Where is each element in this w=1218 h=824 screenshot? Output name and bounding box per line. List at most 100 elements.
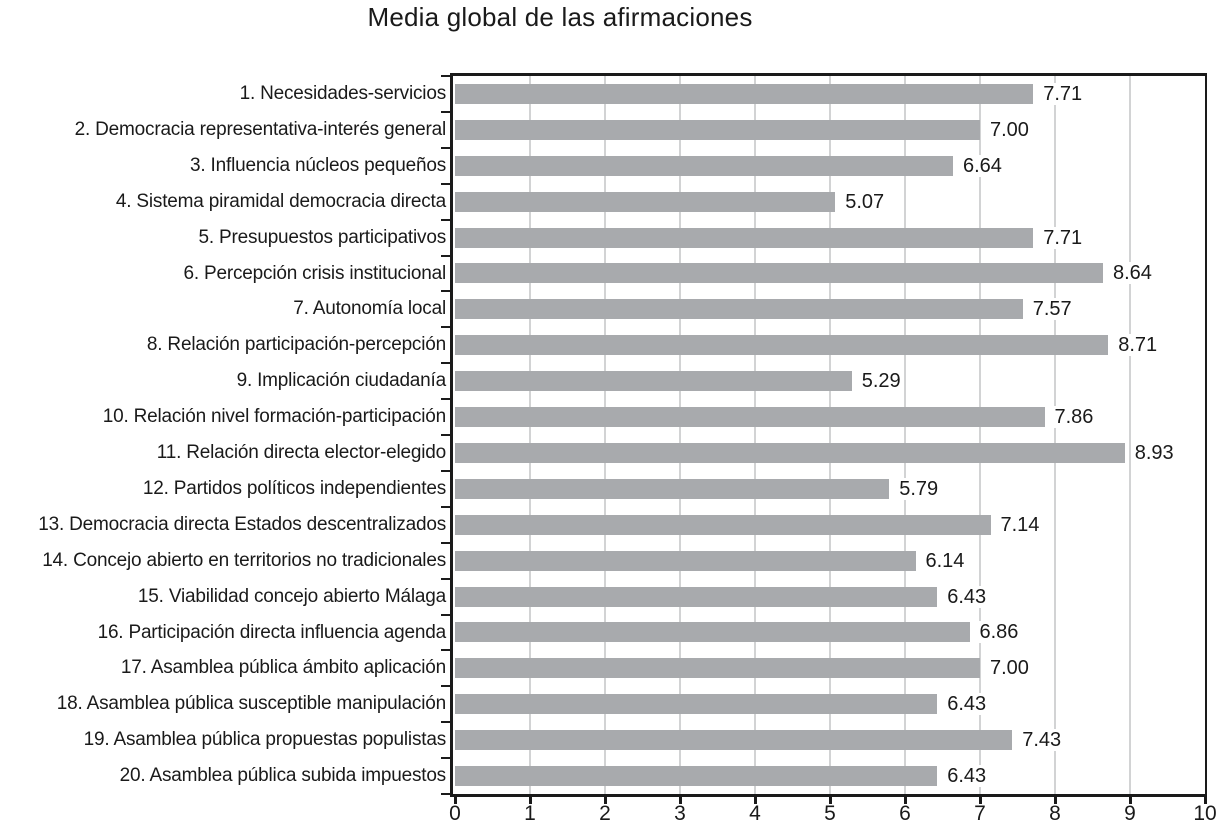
bar bbox=[455, 155, 953, 176]
y-axis-tick bbox=[441, 649, 453, 652]
y-axis-tick bbox=[441, 469, 453, 472]
bar bbox=[455, 335, 1109, 356]
category-label: 15. Viabilidad concejo abierto Málaga bbox=[137, 585, 446, 607]
x-axis-tick bbox=[1204, 794, 1207, 804]
y-axis-tick bbox=[441, 75, 453, 77]
bar bbox=[455, 83, 1034, 104]
bar-value-label: 5.29 bbox=[859, 370, 903, 393]
bar bbox=[455, 658, 980, 679]
x-tick-label: 5 bbox=[824, 802, 836, 824]
gridline bbox=[604, 76, 606, 794]
bar bbox=[455, 119, 980, 140]
gridline bbox=[979, 76, 981, 794]
y-axis-tick bbox=[441, 398, 453, 401]
bar bbox=[455, 442, 1125, 463]
plot-right-border bbox=[1205, 73, 1207, 797]
category-label: 8. Relación participación-percepción bbox=[146, 334, 446, 356]
x-tick-label: 8 bbox=[1049, 802, 1061, 824]
y-axis-tick bbox=[441, 254, 453, 257]
bar bbox=[455, 299, 1023, 320]
x-tick-label: 2 bbox=[599, 802, 611, 824]
bar-value-label: 7.00 bbox=[988, 118, 1031, 141]
bar bbox=[455, 407, 1045, 428]
bar-value-label: 7.86 bbox=[1052, 406, 1096, 429]
y-axis-tick bbox=[441, 146, 453, 149]
bar-value-label: 7.43 bbox=[1020, 729, 1064, 752]
x-axis-tick bbox=[754, 794, 757, 804]
y-axis-tick bbox=[441, 182, 453, 185]
y-axis-tick bbox=[441, 362, 453, 365]
category-label: 4. Sistema piramidal democracia directa bbox=[115, 190, 446, 212]
x-tick-label: 1 bbox=[524, 802, 536, 824]
x-axis-tick bbox=[979, 794, 982, 804]
chart-title: Media global de las afirmaciones bbox=[367, 2, 753, 32]
y-axis-tick bbox=[441, 505, 453, 508]
y-axis-tick bbox=[441, 613, 453, 616]
x-axis-tick bbox=[1054, 794, 1057, 804]
bar bbox=[455, 550, 916, 571]
plot-top-border bbox=[450, 73, 1207, 76]
category-label: 17. Asamblea pública ámbito aplicación bbox=[120, 657, 446, 679]
category-label: 1. Necesidades-servicios bbox=[239, 83, 447, 104]
bar bbox=[455, 478, 890, 499]
category-label: 9. Implicación ciudadanía bbox=[236, 370, 447, 392]
y-axis-tick bbox=[441, 218, 453, 221]
gridline bbox=[904, 76, 906, 794]
x-tick-label: 4 bbox=[749, 802, 761, 824]
bar-value-label: 7.71 bbox=[1041, 82, 1085, 105]
x-axis-tick bbox=[904, 794, 907, 804]
bar-value-label: 7.71 bbox=[1041, 226, 1085, 249]
x-tick-label: 10 bbox=[1193, 802, 1217, 824]
category-label: 7. Autonomía local bbox=[293, 298, 446, 320]
category-label: 14. Concejo abierto en territorios no tr… bbox=[42, 549, 446, 571]
bar-value-label: 7.00 bbox=[988, 657, 1031, 680]
bar bbox=[455, 191, 836, 212]
gridline bbox=[1129, 76, 1131, 794]
bar-value-label: 8.93 bbox=[1132, 441, 1176, 464]
y-axis-tick bbox=[441, 110, 453, 113]
x-axis-tick bbox=[454, 794, 457, 804]
x-tick-label: 6 bbox=[899, 802, 911, 824]
category-label: 10. Relación nivel formación-participaci… bbox=[102, 406, 446, 428]
y-axis-tick bbox=[441, 685, 453, 688]
gridline bbox=[679, 76, 681, 794]
category-label: 20. Asamblea pública subida impuestos bbox=[119, 765, 447, 787]
bar bbox=[455, 694, 938, 715]
bar bbox=[455, 622, 970, 643]
bar-value-label: 6.43 bbox=[945, 765, 989, 788]
y-axis-tick bbox=[441, 326, 453, 329]
x-axis-tick bbox=[529, 794, 532, 804]
x-tick-label: 9 bbox=[1124, 802, 1136, 824]
y-axis-tick bbox=[441, 290, 453, 293]
x-tick-label: 7 bbox=[974, 802, 986, 824]
gridline bbox=[829, 76, 831, 794]
gridline bbox=[1054, 76, 1056, 794]
y-axis-tick bbox=[441, 721, 453, 724]
bar bbox=[455, 766, 938, 787]
bar-value-label: 6.64 bbox=[961, 154, 1004, 177]
x-axis-tick bbox=[1129, 794, 1132, 804]
category-label: 18. Asamblea pública susceptible manipul… bbox=[56, 693, 446, 715]
category-label: 3. Influencia núcleos pequeños bbox=[190, 154, 446, 176]
bar-value-label: 5.07 bbox=[843, 190, 887, 213]
category-label: 19. Asamblea pública propuestas populist… bbox=[83, 729, 447, 751]
y-axis-line bbox=[450, 73, 453, 797]
bar-value-label: 6.86 bbox=[977, 621, 1021, 644]
x-axis-tick bbox=[604, 794, 607, 804]
x-axis-tick bbox=[679, 794, 682, 804]
bar bbox=[455, 514, 991, 535]
y-axis-tick bbox=[441, 577, 453, 580]
x-axis-tick bbox=[829, 794, 832, 804]
y-axis-tick bbox=[441, 434, 453, 436]
category-label: 13. Democracia directa Estados descentra… bbox=[38, 513, 446, 535]
bar-value-label: 5.79 bbox=[897, 477, 941, 500]
bar-value-label: 6.14 bbox=[923, 549, 967, 572]
bar-value-label: 7.14 bbox=[998, 513, 1042, 536]
category-label: 11. Relación directa elector-elegido bbox=[156, 442, 446, 463]
bar-value-label: 8.71 bbox=[1116, 334, 1160, 357]
bar-value-label: 7.57 bbox=[1030, 298, 1074, 321]
category-label: 16. Participación directa influencia age… bbox=[97, 621, 447, 643]
bar bbox=[455, 730, 1013, 751]
category-label: 12. Partidos políticos independientes bbox=[142, 477, 446, 499]
